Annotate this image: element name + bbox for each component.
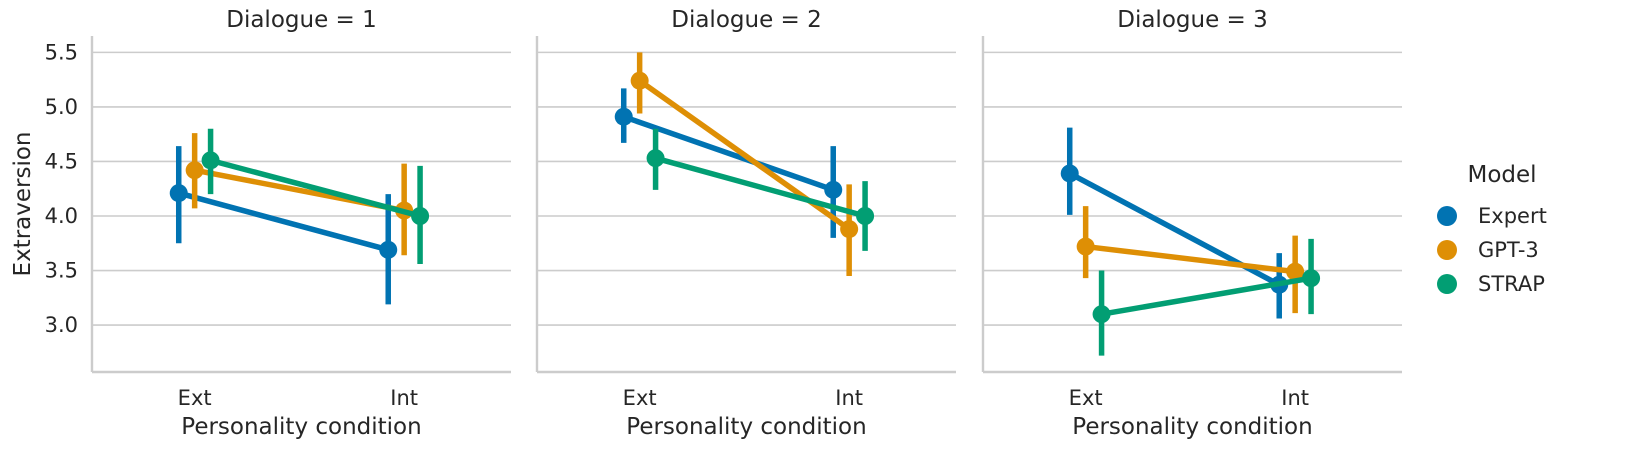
panel-3-expert-point-ext	[1060, 164, 1079, 183]
panel-1-x-tick-label-int: Int	[390, 386, 418, 410]
panel-2-x-tick-label-int: Int	[835, 386, 863, 410]
panel-2-x-tick-label-ext: Ext	[623, 386, 657, 410]
legend-label-expert: Expert	[1478, 204, 1547, 228]
legend-marker-expert	[1437, 206, 1457, 226]
legend-label-gpt-3: GPT-3	[1478, 238, 1539, 262]
panel-2-expert-line	[622, 114, 835, 193]
panel-3-strap-point-int	[1302, 269, 1321, 288]
panel-2-gpt-3-line	[638, 78, 851, 232]
panel-3-gpt-3-point-ext	[1076, 237, 1095, 256]
panel-1-x-tick-label-ext: Ext	[178, 386, 212, 410]
panel-2-strap-point-ext	[646, 149, 665, 168]
legend-marker-strap	[1437, 274, 1457, 294]
panel-3-title: Dialogue = 3	[1117, 7, 1268, 33]
y-tick-label-4-5: 4.5	[45, 149, 78, 173]
panel-2-title: Dialogue = 2	[671, 7, 822, 33]
panel-3-strap-point-ext	[1092, 305, 1111, 324]
panel-2-strap-point-int	[856, 207, 875, 225]
y-tick-label-5-5: 5.5	[45, 40, 78, 64]
panel-1-strap-line	[209, 157, 421, 219]
panel-3-x-tick-label-ext: Ext	[1069, 386, 1103, 410]
legend-label-strap: STRAP	[1478, 272, 1545, 296]
panel-1-strap-point-ext	[201, 151, 220, 170]
panel-2-gpt-3-point-ext	[630, 71, 649, 90]
panel-3-gpt-3-line	[1085, 243, 1296, 275]
panel-1-expert-point-int	[379, 240, 398, 259]
legend-marker-gpt-3	[1437, 240, 1457, 260]
panel-1-expert-point-ext	[169, 184, 188, 203]
panel-2-gpt-3-point-int	[840, 220, 859, 239]
y-tick-label-4-0: 4.0	[45, 204, 78, 228]
panel-1-x-axis-title: Personality condition	[181, 414, 421, 440]
legend-title: Model	[1467, 162, 1536, 188]
panel-2-x-axis-title: Personality condition	[626, 414, 866, 440]
panel-1-expert-line	[178, 190, 389, 253]
panel-1-strap-point-int	[411, 207, 430, 225]
panel-1-gpt-3-point-ext	[185, 161, 204, 180]
panel-3-strap-line	[1101, 275, 1312, 317]
panel-2-strap-line	[654, 155, 866, 219]
panel-1-title: Dialogue = 1	[226, 7, 377, 33]
panel-3-gpt-3-point-int	[1286, 262, 1305, 281]
y-tick-label-3-5: 3.5	[45, 259, 78, 283]
y-axis-title: Extraversion	[10, 132, 36, 277]
panel-3-x-axis-title: Personality condition	[1072, 414, 1312, 440]
panel-2-expert-point-int	[824, 180, 843, 199]
y-tick-label-5-0: 5.0	[45, 95, 78, 119]
panel-3-x-tick-label-int: Int	[1281, 386, 1309, 410]
panel-2-expert-point-ext	[614, 107, 633, 126]
y-tick-label-3-0: 3.0	[45, 313, 78, 337]
